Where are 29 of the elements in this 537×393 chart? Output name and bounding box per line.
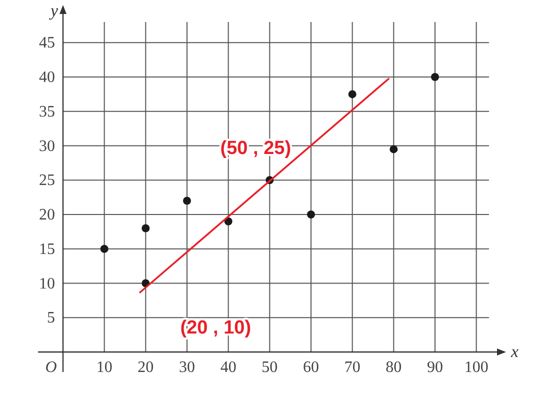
point xyxy=(142,224,150,232)
text: O xyxy=(45,359,58,376)
x-tick-label: 60 xyxy=(303,359,319,376)
y-tick-label: 30 xyxy=(39,138,55,155)
y-axis-title: y xyxy=(48,1,58,20)
point xyxy=(183,196,191,205)
x-tick-label: 30 xyxy=(179,359,195,376)
x-tick-label: 20 xyxy=(138,359,154,376)
y-tick-label: 25 xyxy=(39,172,55,190)
x-tick-label: 10 xyxy=(96,359,112,376)
point xyxy=(100,244,108,253)
point xyxy=(307,210,315,218)
y-tick-label: 35 xyxy=(39,103,55,120)
point xyxy=(431,73,439,81)
point xyxy=(390,145,398,154)
x-tick-label: 90 xyxy=(427,359,443,376)
x-tick-label: 70 xyxy=(344,359,360,376)
y-tick-label: 15 xyxy=(39,240,55,258)
y-tick-label: 5 xyxy=(47,310,55,327)
y-tick-label: 20 xyxy=(39,206,55,224)
x-tick-label: 100 xyxy=(464,359,488,376)
y-tick-label: 40 xyxy=(39,69,55,86)
x-tick-label: 80 xyxy=(386,359,402,376)
x-axis-title: x xyxy=(510,342,519,361)
x-tick-label: 50 xyxy=(262,359,278,376)
y-tick-label: 45 xyxy=(39,34,55,52)
y-tick-label: 10 xyxy=(39,275,55,292)
x-tick-label: 40 xyxy=(220,359,236,376)
point xyxy=(348,90,356,98)
